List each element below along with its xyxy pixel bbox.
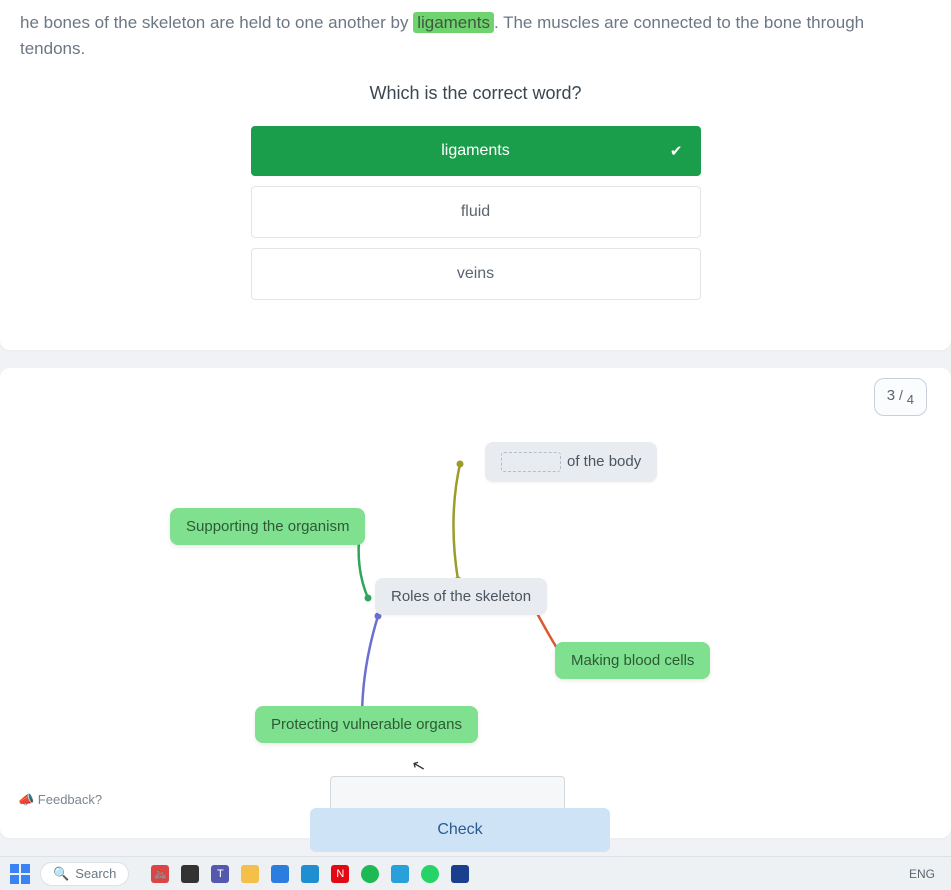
mindmap-node-1[interactable]: of the body [485, 442, 657, 482]
progress-badge: 3 / 4 [874, 378, 927, 416]
cloze-sentence: he bones of the skeleton are held to one… [20, 0, 931, 83]
teams-icon[interactable]: T [211, 865, 229, 883]
taskbar-app-icons: 🚲 T N [151, 865, 469, 883]
question-panel: he bones of the skeleton are held to one… [0, 0, 951, 350]
node-label: of the body [567, 453, 641, 470]
spotify-icon[interactable] [361, 865, 379, 883]
app-icon-1[interactable] [181, 865, 199, 883]
option-veins[interactable]: veins [251, 248, 701, 300]
answer-options: ligaments✔ fluid veins [251, 126, 701, 300]
mindmap-node-2: Making blood cells [555, 642, 710, 679]
drop-slot[interactable] [501, 452, 561, 472]
search-placeholder: Search [75, 866, 116, 881]
mindmap-node-3: Protecting vulnerable organs [255, 706, 478, 743]
taskbar-lang[interactable]: ENG [909, 867, 941, 881]
mindmap-node-0: Supporting the organism [170, 508, 365, 545]
question-title: Which is the correct word? [20, 83, 931, 104]
prime-icon[interactable] [391, 865, 409, 883]
mindmap-center: Roles of the skeleton [375, 578, 547, 615]
disney-icon[interactable] [451, 865, 469, 883]
option-ligaments[interactable]: ligaments✔ [251, 126, 701, 176]
feedback-link[interactable]: 📣 Feedback? [18, 792, 102, 808]
option-fluid[interactable]: fluid [251, 186, 701, 238]
progress-current: 3 [887, 387, 895, 404]
search-icon: 🔍 [53, 866, 69, 882]
store-icon[interactable] [271, 865, 289, 883]
check-button[interactable]: Check [310, 808, 610, 852]
taskbar-search[interactable]: 🔍 Search [40, 862, 129, 886]
edge-icon[interactable] [301, 865, 319, 883]
sentence-highlight: ligaments [413, 12, 494, 33]
check-icon: ✔ [670, 142, 683, 160]
bike-icon[interactable]: 🚲 [151, 865, 169, 883]
explorer-icon[interactable] [241, 865, 259, 883]
windows-taskbar: 🔍 Search 🚲 T N ENG [0, 856, 951, 890]
progress-total: 4 [907, 392, 914, 407]
mindmap-panel: 3 / 4 Roles of the skeleton Supporting th… [0, 368, 951, 838]
netflix-icon[interactable]: N [331, 865, 349, 883]
start-button[interactable] [10, 864, 30, 884]
sentence-prefix: he bones of the skeleton are held to one… [20, 13, 413, 32]
whatsapp-icon[interactable] [421, 865, 439, 883]
